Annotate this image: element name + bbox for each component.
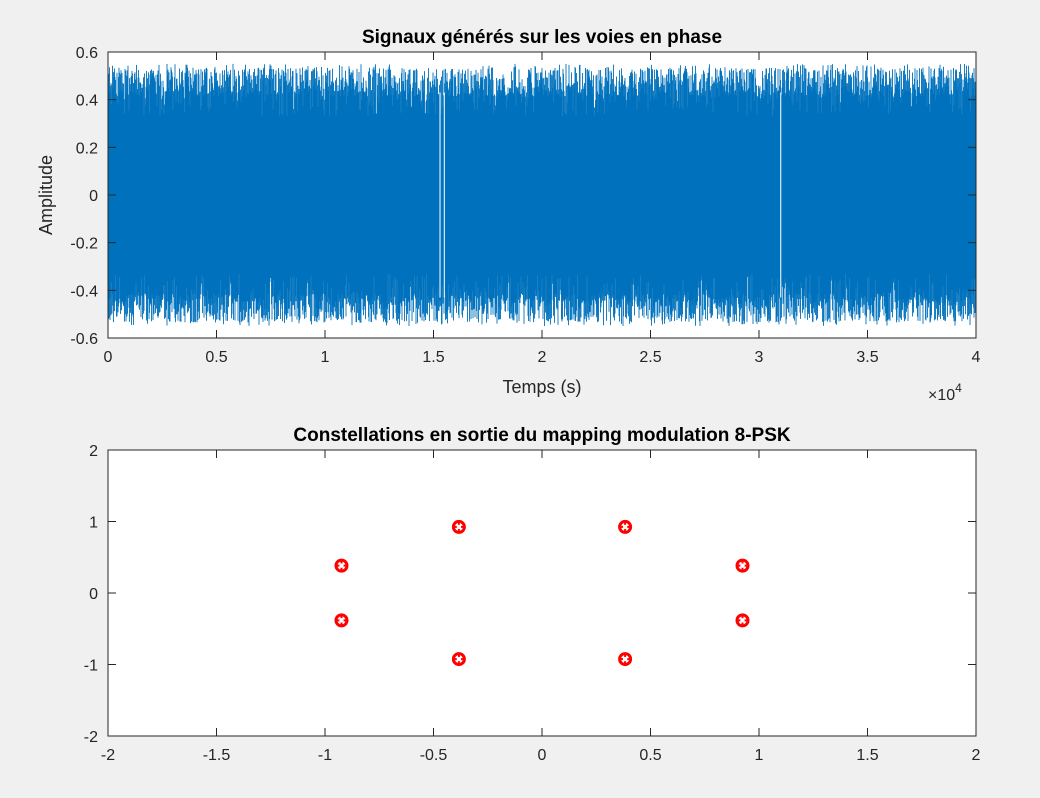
signal-x-tick-label: 1 <box>321 349 330 366</box>
constellation-point-center <box>740 563 745 568</box>
signal-x-tick-label: 0 <box>104 349 113 366</box>
signal-x-exponent-base: ×10 <box>928 387 955 404</box>
constellation-point <box>451 652 466 667</box>
signal-title: Signaux générés sur les voies en phase <box>362 27 722 48</box>
constellation-point-center <box>339 563 344 568</box>
constellation-axes-frame <box>107 449 977 737</box>
constellation-point-center <box>740 618 745 623</box>
signal-x-tick-label: 2 <box>538 349 547 366</box>
constellation-title: Constellations en sortie du mapping modu… <box>293 425 790 446</box>
signal-x-tick-label: 3.5 <box>856 349 878 366</box>
signal-axes-frame <box>107 51 977 339</box>
constellation-x-tick-label: -0.5 <box>420 747 448 764</box>
constellation-point <box>618 652 633 667</box>
constellation-point <box>735 558 750 573</box>
constellation-point <box>451 519 466 534</box>
signal-y-tick-label: -0.2 <box>70 236 98 253</box>
signal-x-tick-label: 4 <box>972 349 981 366</box>
constellation-y-tick-label: -1 <box>84 658 98 675</box>
constellation-point <box>618 519 633 534</box>
signal-y-tick-label: -0.4 <box>70 283 98 300</box>
constellation-point <box>334 558 349 573</box>
constellation-x-tick-label: 0.5 <box>639 747 661 764</box>
signal-x-tick-label: 2.5 <box>639 349 661 366</box>
constellation-y-tick-label: -2 <box>84 729 98 746</box>
constellation-axes-background <box>108 450 976 736</box>
signal-xlabel: Temps (s) <box>502 377 581 397</box>
constellation-x-tick-label: 1.5 <box>856 747 878 764</box>
constellation-point-center <box>622 656 628 662</box>
constellation-axes: -2 -1.5 -1 -0.5 0 0.5 1 1.5 2 -2 -1 0 1 2 Constellati… <box>84 425 981 764</box>
constellation-x-tick-label: 2 <box>972 747 981 764</box>
constellation-point-center <box>622 524 628 530</box>
signal-ylabel: Amplitude <box>36 155 56 235</box>
constellation-point <box>334 613 349 628</box>
constellation-point-center <box>456 656 462 662</box>
constellation-y-tick-label: 1 <box>89 515 98 532</box>
constellation-y-tick-label: 0 <box>89 586 98 603</box>
constellation-x-tick-label: 1 <box>755 747 764 764</box>
constellation-x-tick-label: 0 <box>538 747 547 764</box>
signal-x-exponent-power: 4 <box>955 381 962 395</box>
signal-y-tick-label: -0.6 <box>70 331 98 348</box>
constellation-y-tick-label: 2 <box>89 443 98 460</box>
constellation-point-center <box>339 618 344 623</box>
constellation-plot-area <box>334 519 750 667</box>
constellation-x-tick-label: -2 <box>101 747 115 764</box>
signal-x-tick-label: 0.5 <box>205 349 227 366</box>
constellation-point <box>735 613 750 628</box>
constellation-point-center <box>456 524 462 530</box>
signal-y-tick-label: 0.6 <box>76 45 98 62</box>
signal-y-tick-label: 0.2 <box>76 140 98 157</box>
signal-x-tick-label: 1.5 <box>422 349 444 366</box>
constellation-x-tick-label: -1.5 <box>203 747 231 764</box>
signal-series-line <box>107 63 976 327</box>
signal-x-exponent: ×104 <box>928 381 962 404</box>
signal-y-tick-label: 0 <box>89 188 98 205</box>
signal-x-tick-label: 3 <box>755 349 764 366</box>
constellation-x-tick-label: -1 <box>318 747 332 764</box>
signal-y-tick-label: 0.4 <box>76 93 98 110</box>
signal-axes: 0 0.5 1 1.5 2 2.5 3 3.5 4-0.6-0.4-0.200.20.40.6 … <box>36 27 981 404</box>
signal-plot-area <box>107 63 976 327</box>
